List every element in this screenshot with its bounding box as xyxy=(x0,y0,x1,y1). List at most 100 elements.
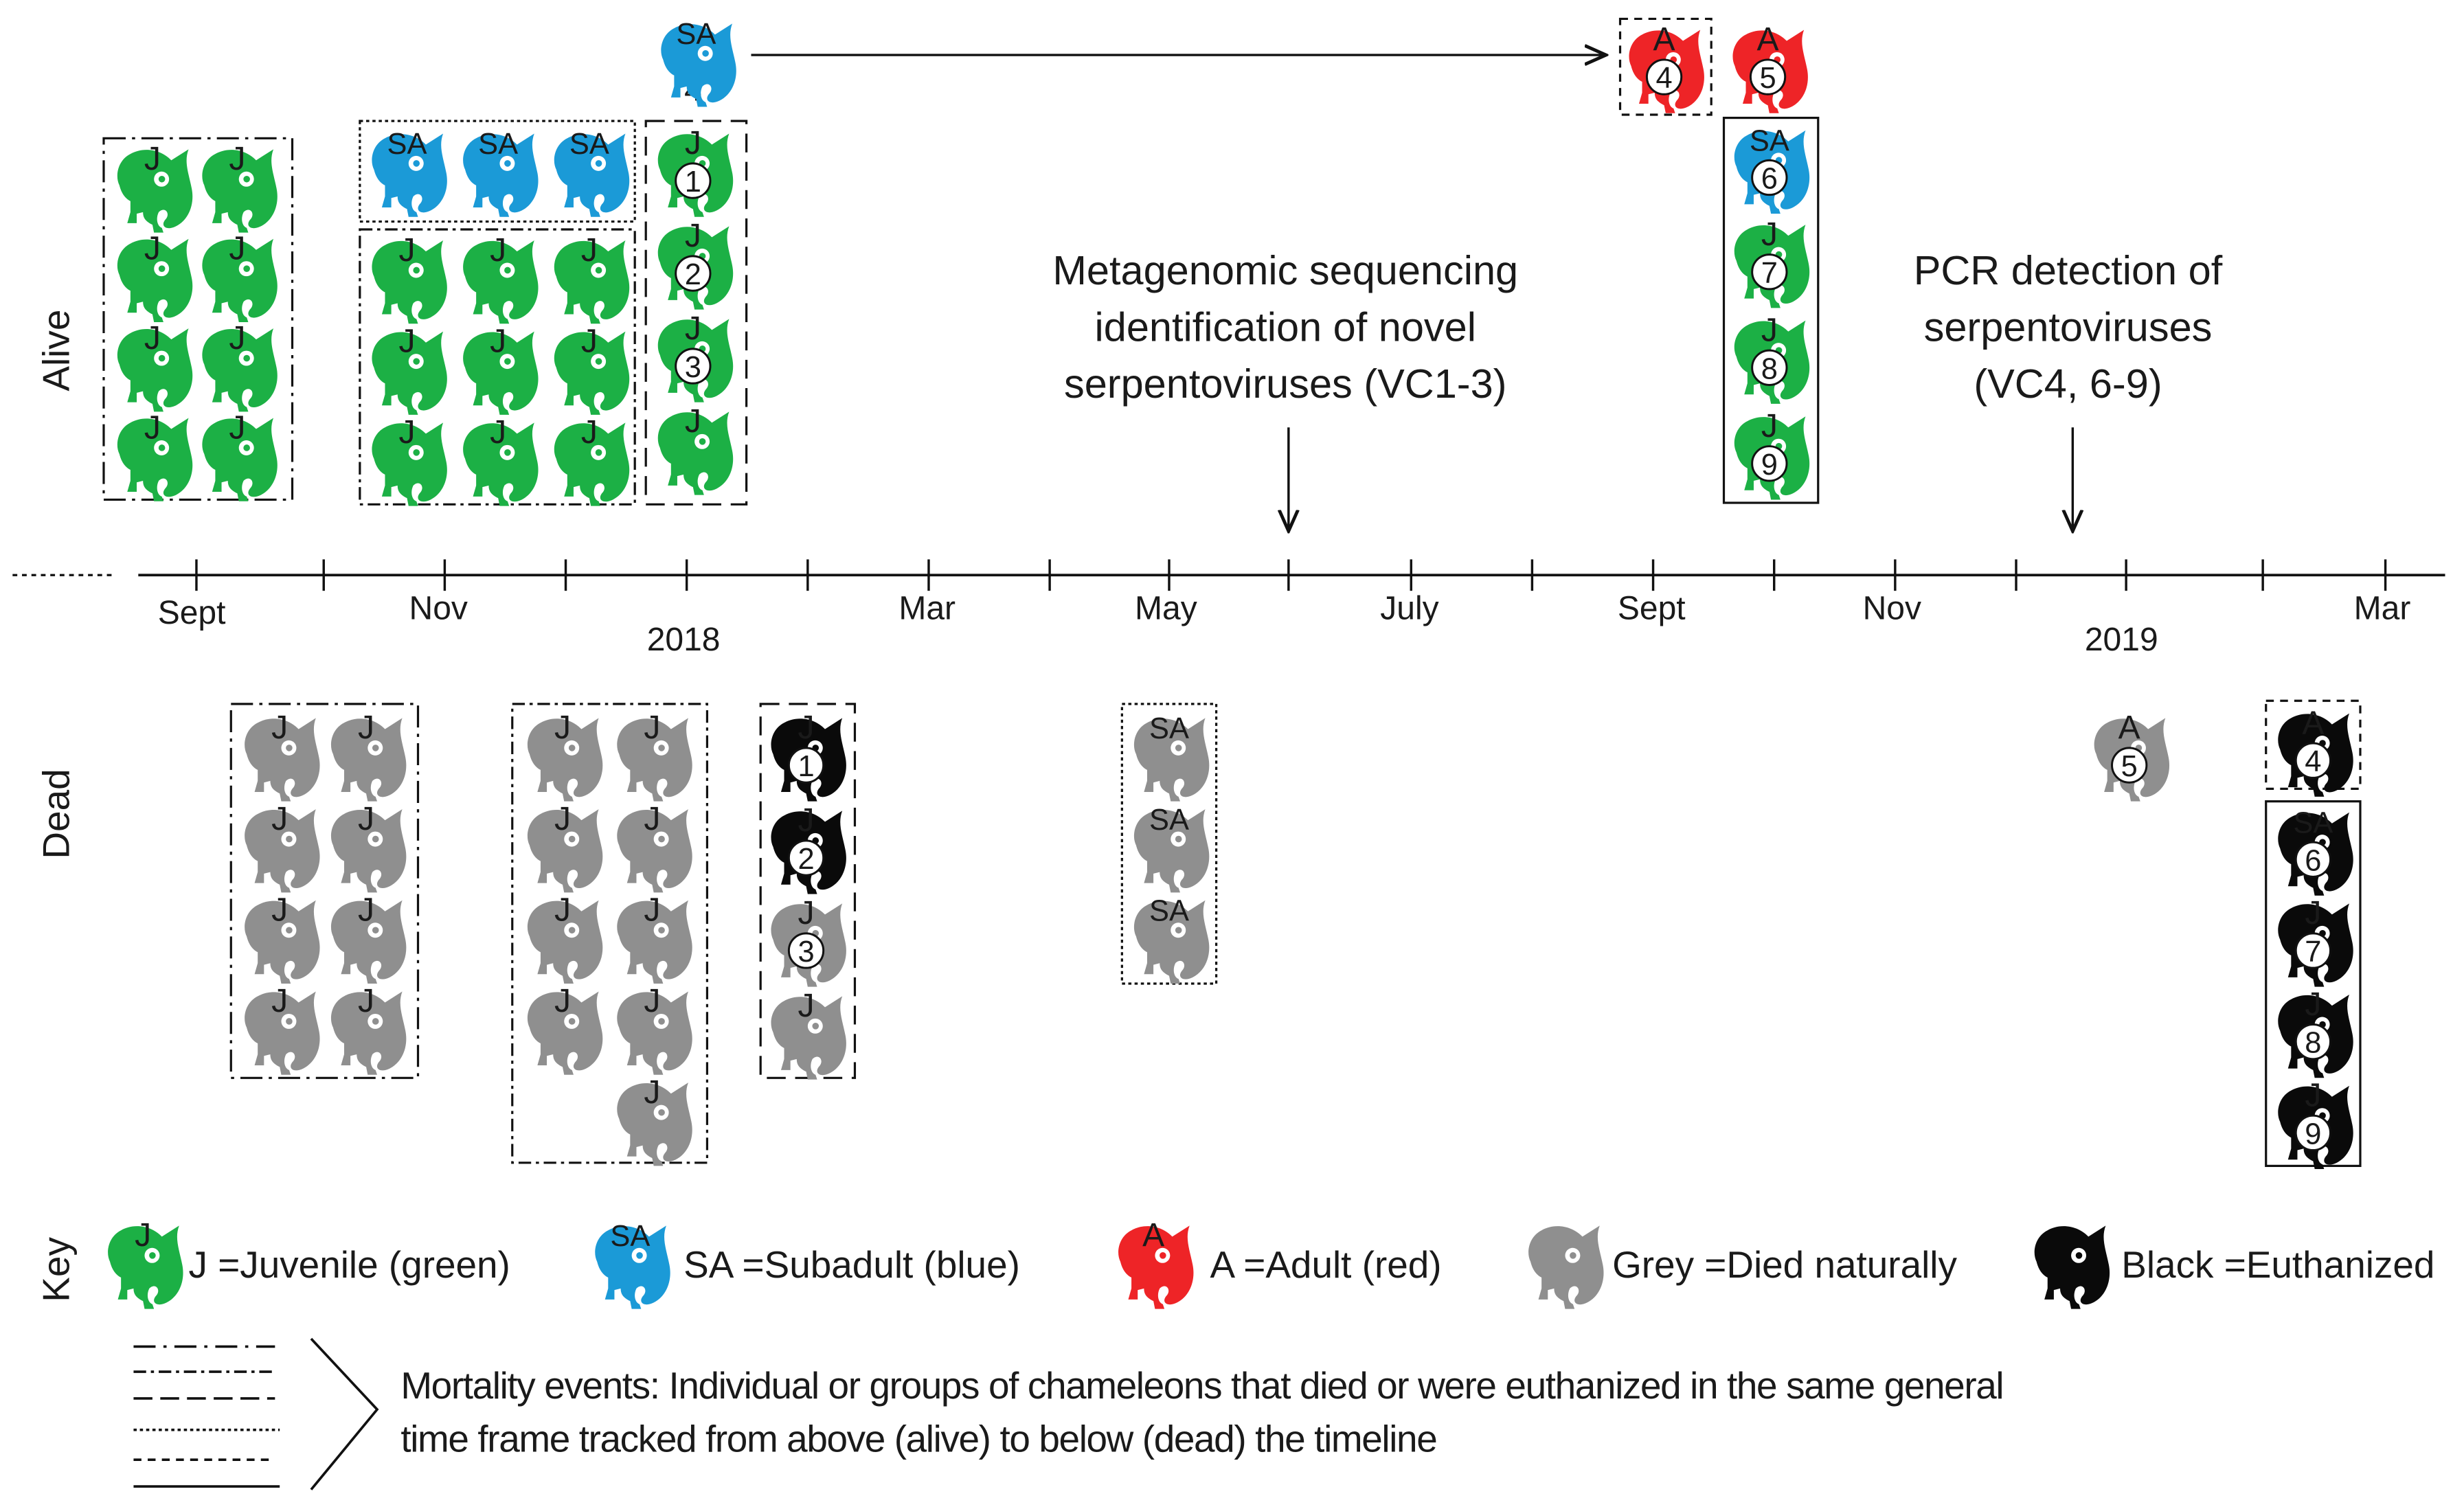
chameleon-body xyxy=(202,238,278,322)
chameleon-stage-label: J xyxy=(271,892,288,929)
juvenile-chameleon: J xyxy=(554,323,630,415)
chameleon-body xyxy=(117,328,193,412)
chameleon-number: 2 xyxy=(798,843,814,876)
dead-chameleon: J xyxy=(330,801,407,893)
chameleon-pupil xyxy=(658,927,665,934)
chameleon-stage-label: J xyxy=(798,710,815,746)
chameleon-stage-label: J xyxy=(685,125,701,161)
chameleon-stage-label: J xyxy=(144,230,161,267)
chameleon-stage-label: J xyxy=(554,710,571,746)
juvenile-chameleon: J xyxy=(372,232,447,324)
chameleon-body xyxy=(554,422,630,506)
legend-adult-icon: A xyxy=(1118,1217,1194,1309)
chameleon-body xyxy=(1118,1225,1194,1309)
chameleon-body xyxy=(245,809,320,893)
chameleon-stage-label: J xyxy=(644,983,660,1019)
chameleon-pupil xyxy=(504,449,511,456)
chameleon-pupil xyxy=(149,1251,156,1259)
chameleon-stage-label: J xyxy=(644,710,660,746)
legend-juvenile-icon: J xyxy=(108,1217,183,1309)
group-boxes xyxy=(102,17,2362,1168)
chameleon-body xyxy=(527,900,603,984)
chameleon-pupil xyxy=(595,358,602,365)
chameleon-pupil xyxy=(699,438,706,445)
chameleon-body xyxy=(463,133,539,217)
chameleon-body xyxy=(372,422,447,506)
alive-group-box-2018 xyxy=(644,120,748,506)
chameleon-stage-label: J xyxy=(644,892,660,929)
legend-grey-text: Grey =Died naturally xyxy=(1612,1243,1957,1286)
chameleon-number-circle xyxy=(2294,1114,2331,1152)
dead-chameleon: J xyxy=(245,710,320,802)
chameleon-stage-label: J xyxy=(358,801,374,837)
subadult-chameleon: SA xyxy=(463,128,539,217)
alive-group-box-a4 xyxy=(1618,17,1713,116)
juvenile-chameleon: J xyxy=(202,230,278,322)
chameleon-number-circle xyxy=(2294,1023,2331,1061)
chameleon-stage-label: J xyxy=(398,232,415,269)
chameleon-stage-label: J xyxy=(490,232,506,269)
juvenile-chameleon: J8 xyxy=(1734,312,1810,404)
adult-chameleon: A5 xyxy=(1732,21,1808,113)
chameleon-stage-label: J xyxy=(144,141,161,177)
chameleon-body xyxy=(657,411,734,495)
chameleon-stage-label: J xyxy=(685,218,701,254)
chameleon-stage-label: J xyxy=(1761,408,1778,444)
chameleon-number-circle xyxy=(2294,841,2331,878)
chameleon-body xyxy=(1133,718,1210,802)
dead-chameleon: SA xyxy=(1133,712,1210,802)
chameleon-pupil xyxy=(812,1022,820,1030)
chameleon-stage-label: J xyxy=(358,983,374,1019)
chameleon-stage-label: J xyxy=(554,983,571,1019)
chameleon-pupil xyxy=(595,160,602,167)
chameleon-number-circle xyxy=(2111,747,2148,784)
juvenile-chameleon: J9 xyxy=(1734,408,1810,500)
line-style-legend xyxy=(133,1337,379,1491)
dead-chameleon: J xyxy=(527,801,603,893)
metagenomic-annotation: Metagenomic sequencing identification of… xyxy=(1052,247,1518,531)
chameleon-stage-label: SA xyxy=(478,128,518,161)
chameleon-pupil xyxy=(504,267,511,274)
chameleon-number: 9 xyxy=(2305,1118,2321,1151)
chameleon-number-circle xyxy=(1749,58,1787,95)
chameleon-pupil xyxy=(1175,927,1182,934)
month-label: Mar xyxy=(2354,590,2411,626)
chameleon-stage-label: J xyxy=(685,310,701,347)
chameleon-stage-label: J xyxy=(2305,1077,2321,1113)
chameleon-pupil xyxy=(413,160,420,167)
annotation-line: Metagenomic sequencing xyxy=(1052,247,1518,293)
euthanized-chameleon: J7 xyxy=(2278,895,2353,987)
dead-chameleon: J xyxy=(330,983,407,1075)
chameleon-pupil xyxy=(158,354,166,362)
chameleon-body xyxy=(330,991,407,1075)
chameleon-pupil xyxy=(243,265,250,272)
legend: J SA A J =Juvenile (green) SA =Subadult (b… xyxy=(108,1217,2434,1491)
chameleon-body xyxy=(617,718,692,802)
chameleon-stage-label: J xyxy=(581,323,598,359)
chameleon-body xyxy=(463,422,539,506)
chameleon-number-circle xyxy=(787,932,825,969)
chameleon-stage-label: J xyxy=(135,1217,151,1254)
chameleon-pupil xyxy=(413,358,420,365)
annotation-line: identification of novel xyxy=(1095,304,1476,350)
chameleon-pupil xyxy=(372,927,379,934)
alive-label: Alive xyxy=(35,310,78,392)
chameleon-pupil xyxy=(1160,1251,1166,1259)
chameleon-stage-label: J xyxy=(229,141,245,177)
subadult-chameleon: SA xyxy=(661,18,736,107)
chameleon-body xyxy=(245,718,320,802)
dead-chameleon: J xyxy=(617,983,692,1075)
chameleon-number-circle xyxy=(1751,159,1788,196)
chameleon-body xyxy=(330,718,407,802)
chameleon-body xyxy=(527,809,603,893)
month-label: May xyxy=(1135,590,1197,626)
month-label: Sept xyxy=(158,595,226,631)
chameleon-pupil xyxy=(286,927,293,934)
euthanized-chameleon: A4 xyxy=(2278,705,2353,797)
chameleon-body xyxy=(372,331,447,415)
chameleon-body xyxy=(595,1225,670,1309)
chameleon-stage-label: J xyxy=(554,892,571,929)
chameleon-stage-label: J xyxy=(2305,986,2321,1023)
